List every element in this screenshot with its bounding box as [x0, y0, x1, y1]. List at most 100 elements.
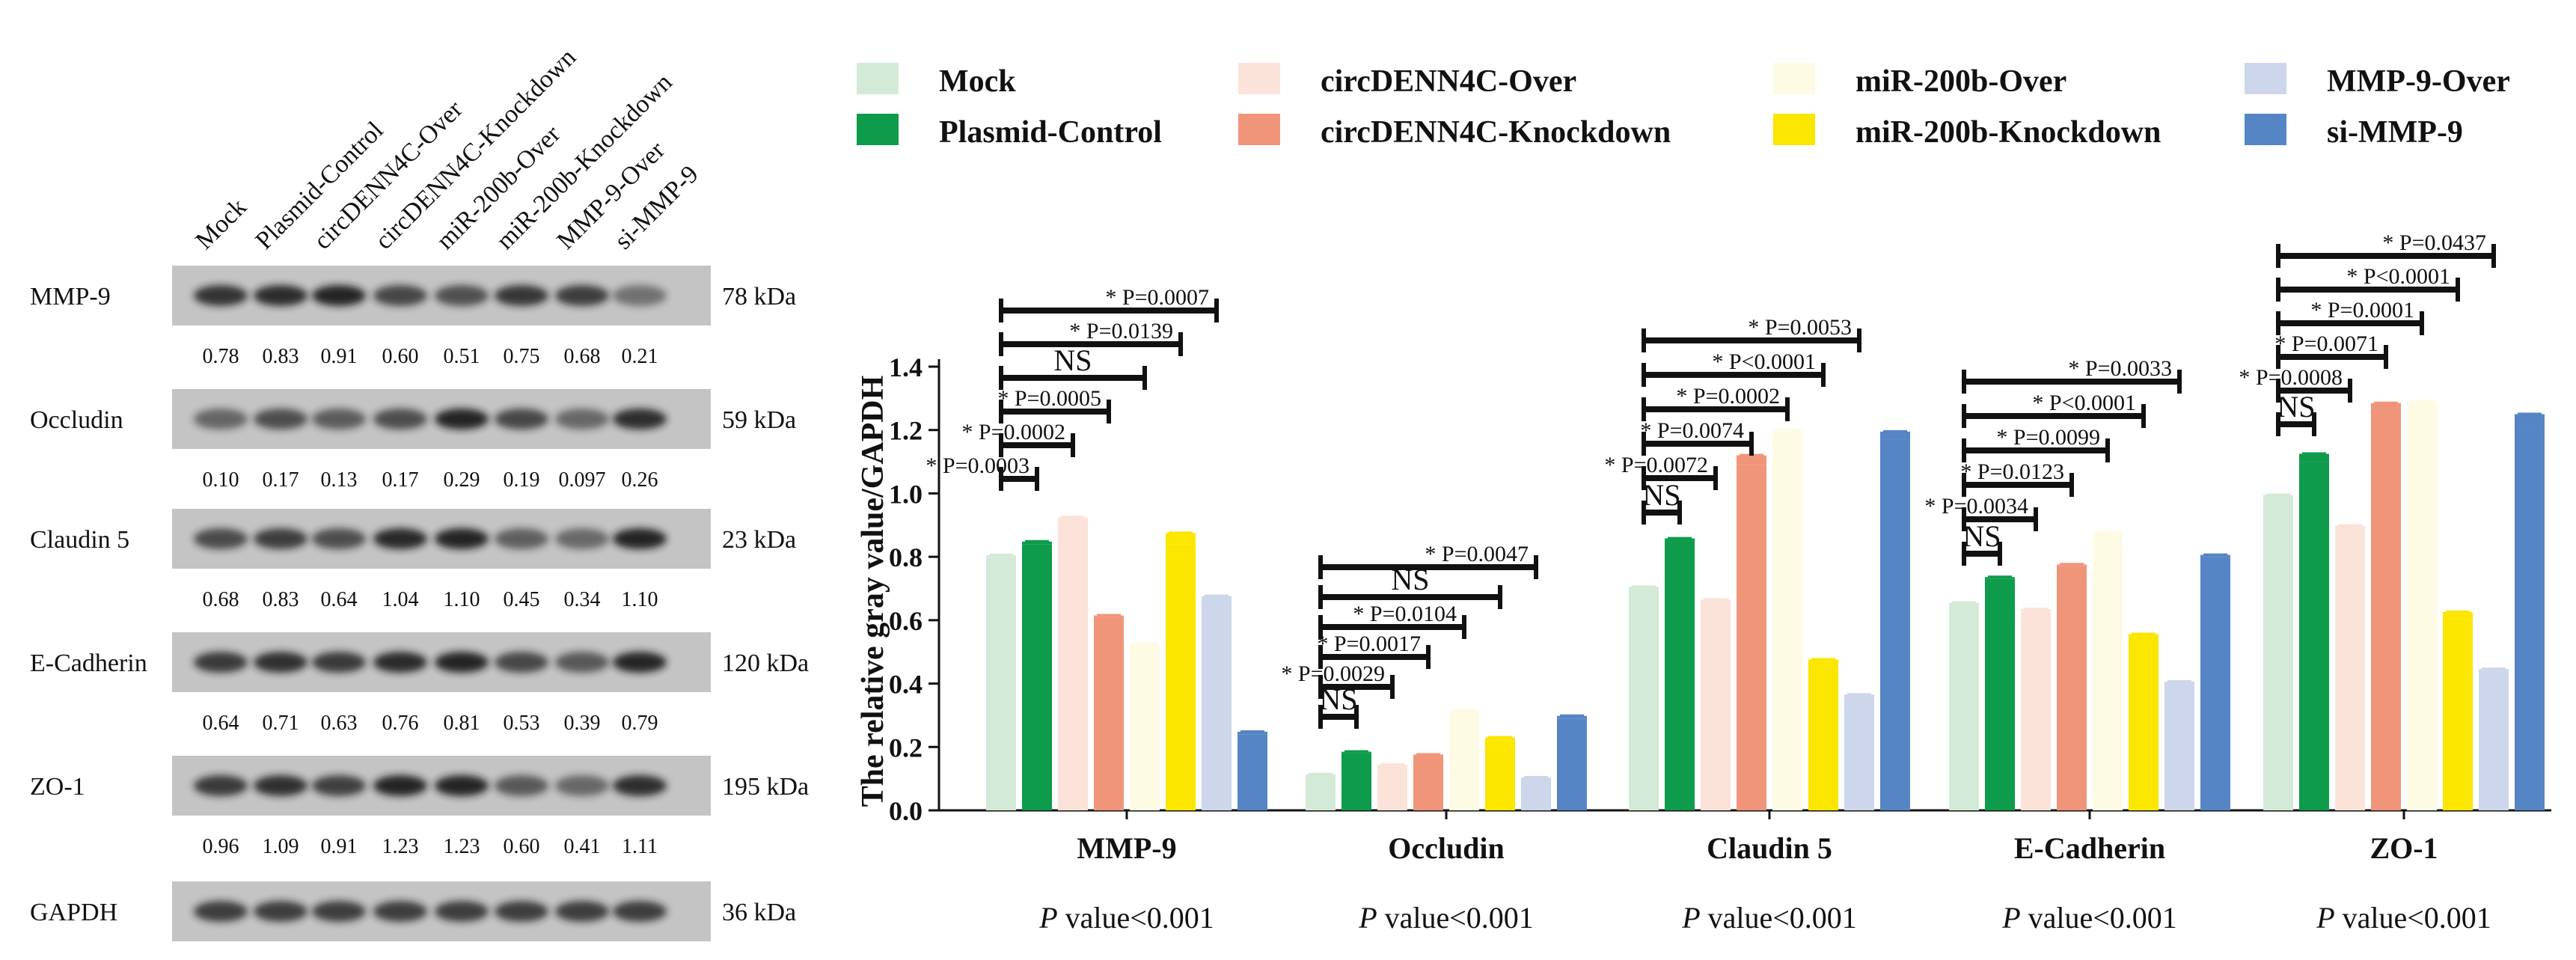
legend-label: miR-200b-Over [1855, 64, 2066, 99]
significance-label: * P=0.0017 [1317, 632, 1421, 656]
bar-mmp-9-over [1844, 696, 1874, 810]
bar-mir-200b-over [2407, 404, 2437, 810]
blot-band [555, 652, 609, 673]
blot-band [435, 901, 489, 922]
blot-band [495, 652, 548, 673]
significance-label: * P=0.0029 [1281, 661, 1385, 686]
bar-mmp-9-over [1202, 598, 1232, 810]
densitometry-value: 0.17 [382, 468, 419, 492]
blot-band [555, 775, 609, 796]
legend-label: Mock [939, 64, 1016, 99]
blot-row-e-cadherin: E-Cadherin 120 kDa 0.64 0.71 0.63 0.76 0.81 0.5… [30, 632, 809, 735]
bar-mir-200b-knockdown [1485, 740, 1515, 810]
significance-label: * P=0.0047 [1425, 542, 1529, 566]
error-bar [1485, 737, 1515, 741]
densitometry-value: 0.68 [564, 345, 601, 368]
bar-mir-200b-over [1130, 645, 1160, 810]
densitometry-value: 1.10 [444, 588, 480, 611]
blot-band [254, 285, 308, 306]
legend-label: circDENN4C-Knockdown [1321, 115, 1671, 150]
protein-label: MMP-9 [30, 283, 111, 311]
blot-band [373, 285, 427, 306]
densitometry-value: 0.83 [263, 588, 299, 611]
legend-item-mir-200b-knockdown: miR-200b-Knockdown [1773, 114, 2161, 150]
significance-label: * P<0.0001 [2032, 391, 2136, 415]
bar-mir-200b-over [1772, 432, 1802, 810]
kda-label: 36 kDa [722, 899, 796, 926]
densitometry-value: 0.79 [622, 712, 658, 735]
densitometry-value: 0.60 [382, 345, 419, 368]
densitometry-value: 0.68 [203, 588, 239, 611]
blot-band [254, 901, 308, 922]
significance-label: NS [1642, 478, 1680, 512]
lane-label-mock: Mock [190, 193, 251, 254]
blot-band [555, 528, 609, 549]
densitometry-value: 0.34 [564, 588, 601, 611]
protein-label: ZO-1 [30, 773, 85, 801]
blot-band [613, 528, 667, 549]
bar-circdenn4c-over [1701, 601, 1731, 810]
densitometry-value: 0.19 [504, 468, 540, 492]
error-bar [1166, 533, 1196, 545]
bar-mock [2263, 496, 2293, 810]
legend-swatch [1773, 114, 1815, 145]
blot-band [194, 285, 248, 306]
blot-band [254, 652, 308, 673]
kda-label: 120 kDa [722, 649, 809, 677]
error-bar [2515, 414, 2545, 427]
legend-label: Plasmid-Control [939, 115, 1162, 150]
significance-label: * P=0.0007 [1105, 285, 1209, 310]
legend-item-plasmid-control: Plasmid-Control [857, 114, 1162, 150]
densitometry-value: 0.53 [504, 712, 540, 735]
bar-circdenn4c-knockdown [1094, 617, 1124, 810]
blot-row-occludin: Occludin 59 kDa 0.10 0.17 0.13 0.17 0.29 0.19 0.… [30, 389, 796, 492]
significance-label: * P=0.0139 [1069, 319, 1173, 343]
significance-label: * P=0.0104 [1353, 602, 1457, 626]
legend-item-mir-200b-over: miR-200b-Over [1773, 63, 2066, 99]
blot-band [495, 285, 548, 306]
blot-band [194, 652, 248, 673]
densitometry-value: 0.78 [203, 345, 239, 368]
x-tick-label: ZO-1 [2370, 831, 2438, 865]
densitometry-value: 0.51 [444, 345, 480, 368]
significance-brackets: NS* P=0.0034 * P=0.0123 * P=0.0099 * P<0.00… [1924, 356, 2182, 566]
bar-circdenn4c-knockdown [2371, 408, 2401, 810]
protein-label: Claudin 5 [30, 526, 129, 554]
densitometry-value: 1.23 [444, 835, 480, 858]
y-tick-label: 0.8 [889, 542, 923, 572]
blot-band [555, 285, 609, 306]
densitometry-value: 0.17 [263, 468, 299, 492]
category-group-zo-1: ZO-1 P value<0.001 NS* P=0.0008 * P=0.0071 *… [2239, 230, 2545, 935]
blot-band [312, 285, 366, 306]
bar-mir-200b-knockdown [2443, 614, 2473, 810]
bar-plasmid-control [1022, 544, 1052, 810]
y-tick-label: 0.4 [889, 670, 923, 700]
legend-swatch [2245, 63, 2286, 94]
significance-label: * P=0.0071 [2274, 331, 2378, 356]
bar-mir-200b-over [2093, 534, 2123, 810]
y-tick-label: 0.0 [889, 796, 923, 826]
blot-band [613, 652, 667, 673]
blot-band [373, 901, 427, 922]
blot-row-mmp-9: MMP-9 78 kDa 0.78 0.83 0.91 0.60 0.51 0.75 0.68 0… [30, 266, 796, 368]
group-p-value: P value<0.001 [1038, 901, 1214, 935]
significance-label: * P=0.0003 [926, 453, 1030, 478]
densitometry-value: 0.76 [382, 712, 419, 735]
blot-band [435, 409, 489, 429]
blot-band [555, 409, 609, 429]
group-p-value: P value<0.001 [2001, 901, 2177, 935]
densitometry-value: 0.41 [564, 835, 601, 858]
blot-band [194, 775, 248, 796]
blot-row-gapdh: GAPDH 36 kDa [30, 881, 796, 941]
category-group-mmp-9: MMP-9P value<0.001* P=0.0003* P=0.0002* … [926, 285, 1267, 935]
bar-plasmid-control [1985, 578, 2015, 810]
blot-band [495, 775, 548, 796]
bar-circdenn4c-knockdown [1737, 465, 1766, 810]
legend-item-circdenn4c-over: circDENN4C-Over [1238, 63, 1576, 99]
protein-label: Occludin [30, 406, 123, 434]
blot-band [254, 528, 308, 549]
blot-band [312, 775, 366, 796]
